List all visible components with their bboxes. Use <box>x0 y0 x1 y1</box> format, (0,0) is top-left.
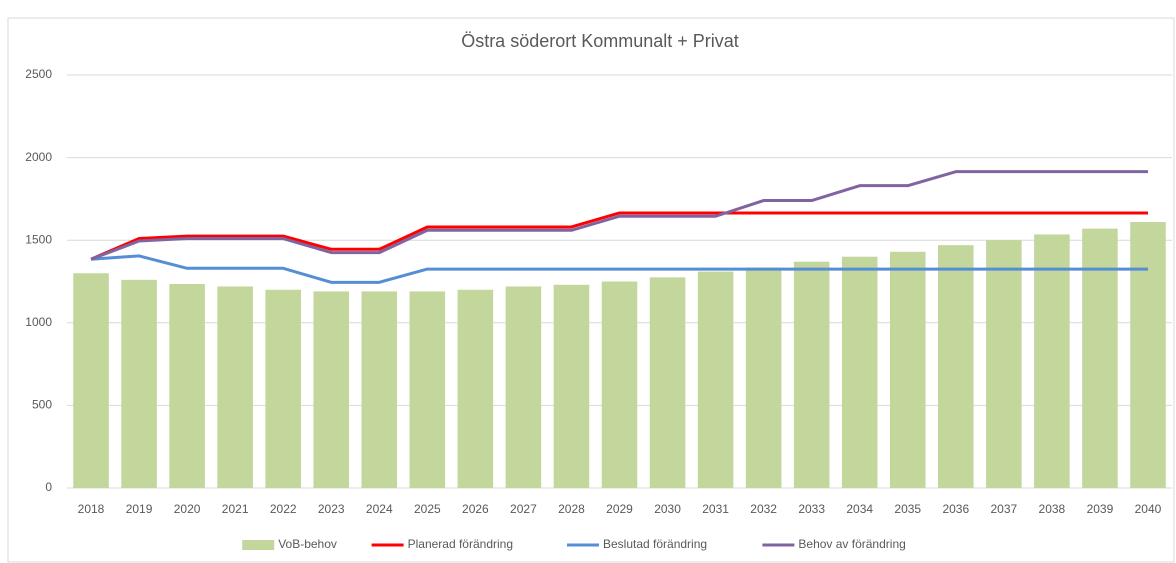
x-tick-label: 2029 <box>606 502 633 516</box>
y-tick-label: 0 <box>45 480 52 494</box>
legend-swatch <box>242 540 275 550</box>
legend-label: Planerad förändring <box>408 537 513 551</box>
x-tick-label: 2034 <box>846 502 873 516</box>
bar <box>217 286 253 488</box>
bar <box>697 271 734 488</box>
x-tick-label: 2035 <box>894 502 921 516</box>
x-tick-label: 2021 <box>222 502 249 516</box>
chart-title: Östra söderort Kommunalt + Privat <box>461 31 739 51</box>
bar <box>601 281 638 488</box>
y-tick-label: 500 <box>32 398 52 412</box>
bar <box>361 291 398 488</box>
bar <box>409 291 446 488</box>
x-tick-label: 2024 <box>366 502 393 516</box>
x-tick-label: 2025 <box>414 502 441 516</box>
bar <box>986 240 1022 488</box>
x-tick-label: 2031 <box>702 502 729 516</box>
bar <box>553 284 590 488</box>
bar <box>265 289 301 488</box>
legend-label: VoB-behov <box>278 537 337 551</box>
bar <box>121 279 157 488</box>
bar <box>841 256 878 488</box>
bar <box>313 291 350 488</box>
y-tick-label: 1000 <box>25 315 52 329</box>
x-tick-label: 2028 <box>558 502 585 516</box>
bar <box>73 273 109 488</box>
x-tick-label: 2022 <box>270 502 297 516</box>
x-tick-label: 2033 <box>798 502 825 516</box>
x-tick-label: 2037 <box>990 502 1017 516</box>
x-tick-label: 2018 <box>78 502 105 516</box>
bar <box>505 286 542 488</box>
x-tick-label: 2036 <box>942 502 969 516</box>
line-series <box>90 170 1148 261</box>
bar <box>649 277 686 488</box>
x-tick-label: 2019 <box>126 502 153 516</box>
bar <box>938 245 974 488</box>
x-tick-label: 2032 <box>750 502 777 516</box>
bar <box>457 289 494 488</box>
x-tick-label: 2026 <box>462 502 489 516</box>
bar <box>169 283 205 488</box>
x-tick-label: 2020 <box>174 502 201 516</box>
y-tick-label: 2500 <box>25 67 52 81</box>
legend-label: Behov av förändring <box>798 537 905 551</box>
bar <box>1082 228 1118 489</box>
x-tick-label: 2040 <box>1135 502 1162 516</box>
bar <box>745 267 782 488</box>
x-tick-label: 2023 <box>318 502 345 516</box>
line-series <box>90 254 1148 284</box>
y-tick-label: 1500 <box>25 232 52 246</box>
bar <box>1034 234 1070 488</box>
bar <box>1130 222 1166 488</box>
legend-label: Beslutad förändring <box>603 537 707 551</box>
bar <box>889 251 926 488</box>
bar <box>793 261 830 488</box>
x-tick-label: 2038 <box>1039 502 1066 516</box>
y-tick-label: 2000 <box>25 150 52 164</box>
x-tick-label: 2039 <box>1087 502 1114 516</box>
line-series <box>90 211 1148 261</box>
x-tick-label: 2030 <box>654 502 681 516</box>
x-tick-label: 2027 <box>510 502 537 516</box>
